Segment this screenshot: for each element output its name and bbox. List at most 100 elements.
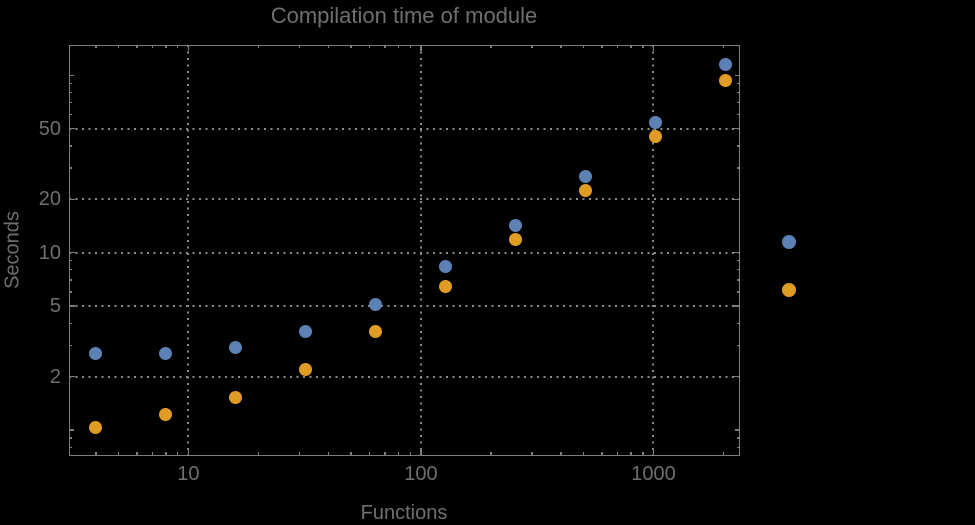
x-tick-mark xyxy=(298,44,301,49)
y-tick-mark xyxy=(68,167,72,169)
x-tick-mark xyxy=(397,44,400,49)
x-tick-mark xyxy=(257,44,260,49)
x-tick-mark xyxy=(531,452,533,456)
x-tick-mark xyxy=(384,452,386,456)
y-tick-mark xyxy=(68,305,75,307)
x-tick-label: 1000 xyxy=(631,463,676,485)
y-tick-mark xyxy=(68,198,75,200)
y-tick-mark xyxy=(735,74,740,76)
x-tick-mark xyxy=(560,452,562,456)
x-tick-mark xyxy=(582,452,585,456)
y-tick-mark xyxy=(736,322,740,324)
data-point-series-2-orange xyxy=(649,130,663,144)
x-tick-mark xyxy=(652,44,655,52)
x-tick-mark xyxy=(582,44,585,49)
data-point-series-1-blue xyxy=(649,116,663,130)
x-tick-mark xyxy=(560,44,562,49)
x-tick-mark xyxy=(151,452,154,456)
y-tick-mark xyxy=(733,252,740,254)
y-tick-mark xyxy=(736,102,740,104)
legend-marker-series-1-blue xyxy=(782,235,796,249)
y-tick-mark xyxy=(733,198,740,200)
y-tick-label: 2 xyxy=(49,365,61,388)
x-tick-mark xyxy=(187,449,190,456)
y-tick-mark xyxy=(736,167,740,169)
data-point-series-2-orange xyxy=(509,233,523,247)
x-tick-mark xyxy=(409,452,411,456)
y-tick-mark xyxy=(733,305,740,307)
y-tick-mark xyxy=(736,91,740,94)
x-tick-mark xyxy=(368,452,371,456)
y-gridline xyxy=(68,305,740,307)
data-point-series-2-orange xyxy=(229,390,243,404)
x-tick-mark xyxy=(490,452,492,456)
data-point-series-1-blue xyxy=(579,169,593,183)
data-point-series-2-orange xyxy=(299,362,313,376)
x-tick-mark xyxy=(616,44,619,49)
data-point-series-1-blue xyxy=(719,57,733,71)
x-gridline xyxy=(187,44,190,456)
x-tick-mark xyxy=(327,452,330,456)
x-tick-mark xyxy=(616,452,619,456)
y-tick-mark xyxy=(68,145,72,147)
y-tick-label: 5 xyxy=(49,295,61,317)
x-tick-mark xyxy=(722,452,725,456)
y-gridline xyxy=(68,198,740,201)
x-tick-mark xyxy=(136,44,138,49)
x-gridline xyxy=(652,44,655,456)
y-tick-mark xyxy=(68,344,72,347)
x-tick-mark xyxy=(409,44,411,49)
y-tick-mark xyxy=(68,429,74,431)
data-point-series-2-orange xyxy=(369,324,383,338)
x-tick-mark xyxy=(177,44,179,49)
y-gridline xyxy=(68,251,740,254)
y-tick-mark xyxy=(736,344,740,347)
y-tick-mark xyxy=(736,446,740,448)
data-point-series-2-orange xyxy=(439,280,453,294)
data-point-series-2-orange xyxy=(719,73,733,87)
x-tick-mark xyxy=(165,44,167,49)
y-tick-mark xyxy=(68,269,72,271)
x-tick-mark xyxy=(117,452,120,456)
data-point-series-1-blue xyxy=(509,219,523,233)
x-tick-mark xyxy=(136,452,138,456)
y-tick-mark xyxy=(736,145,740,147)
y-tick-mark xyxy=(733,128,740,130)
y-tick-mark xyxy=(736,114,740,116)
x-tick-mark xyxy=(165,452,167,456)
y-tick-mark xyxy=(68,102,72,104)
y-tick-mark xyxy=(68,279,72,281)
x-tick-mark xyxy=(95,452,97,456)
y-tick-mark xyxy=(736,437,740,439)
x-tick-mark xyxy=(117,44,120,49)
x-tick-mark xyxy=(601,44,603,49)
x-tick-mark xyxy=(350,452,352,456)
x-tick-mark xyxy=(652,449,655,456)
data-point-series-1-blue xyxy=(299,324,313,338)
x-tick-mark xyxy=(630,452,632,456)
data-point-series-1-blue xyxy=(369,297,383,311)
y-tick-mark xyxy=(736,260,740,262)
y-tick-mark xyxy=(68,260,72,262)
y-gridline xyxy=(68,127,740,130)
x-tick-mark xyxy=(350,44,352,49)
x-tick-mark xyxy=(490,44,492,49)
x-tick-label: 100 xyxy=(404,463,438,485)
x-tick-mark xyxy=(642,44,644,49)
y-tick-mark xyxy=(68,74,74,76)
y-tick-mark xyxy=(68,128,75,130)
x-tick-mark xyxy=(531,44,533,49)
y-tick-mark xyxy=(736,291,740,293)
y-tick-mark xyxy=(68,322,72,324)
y-tick-mark xyxy=(68,375,75,378)
x-tick-mark xyxy=(327,44,330,49)
data-point-series-1-blue xyxy=(439,260,453,274)
y-tick-mark xyxy=(68,114,72,116)
chart-title: Compilation time of module xyxy=(270,3,538,28)
y-tick-mark xyxy=(68,82,72,85)
legend-marker-series-2-orange xyxy=(782,283,796,297)
x-tick-mark xyxy=(298,452,301,456)
data-point-series-2-orange xyxy=(159,408,173,422)
data-point-series-1-blue xyxy=(229,341,243,355)
